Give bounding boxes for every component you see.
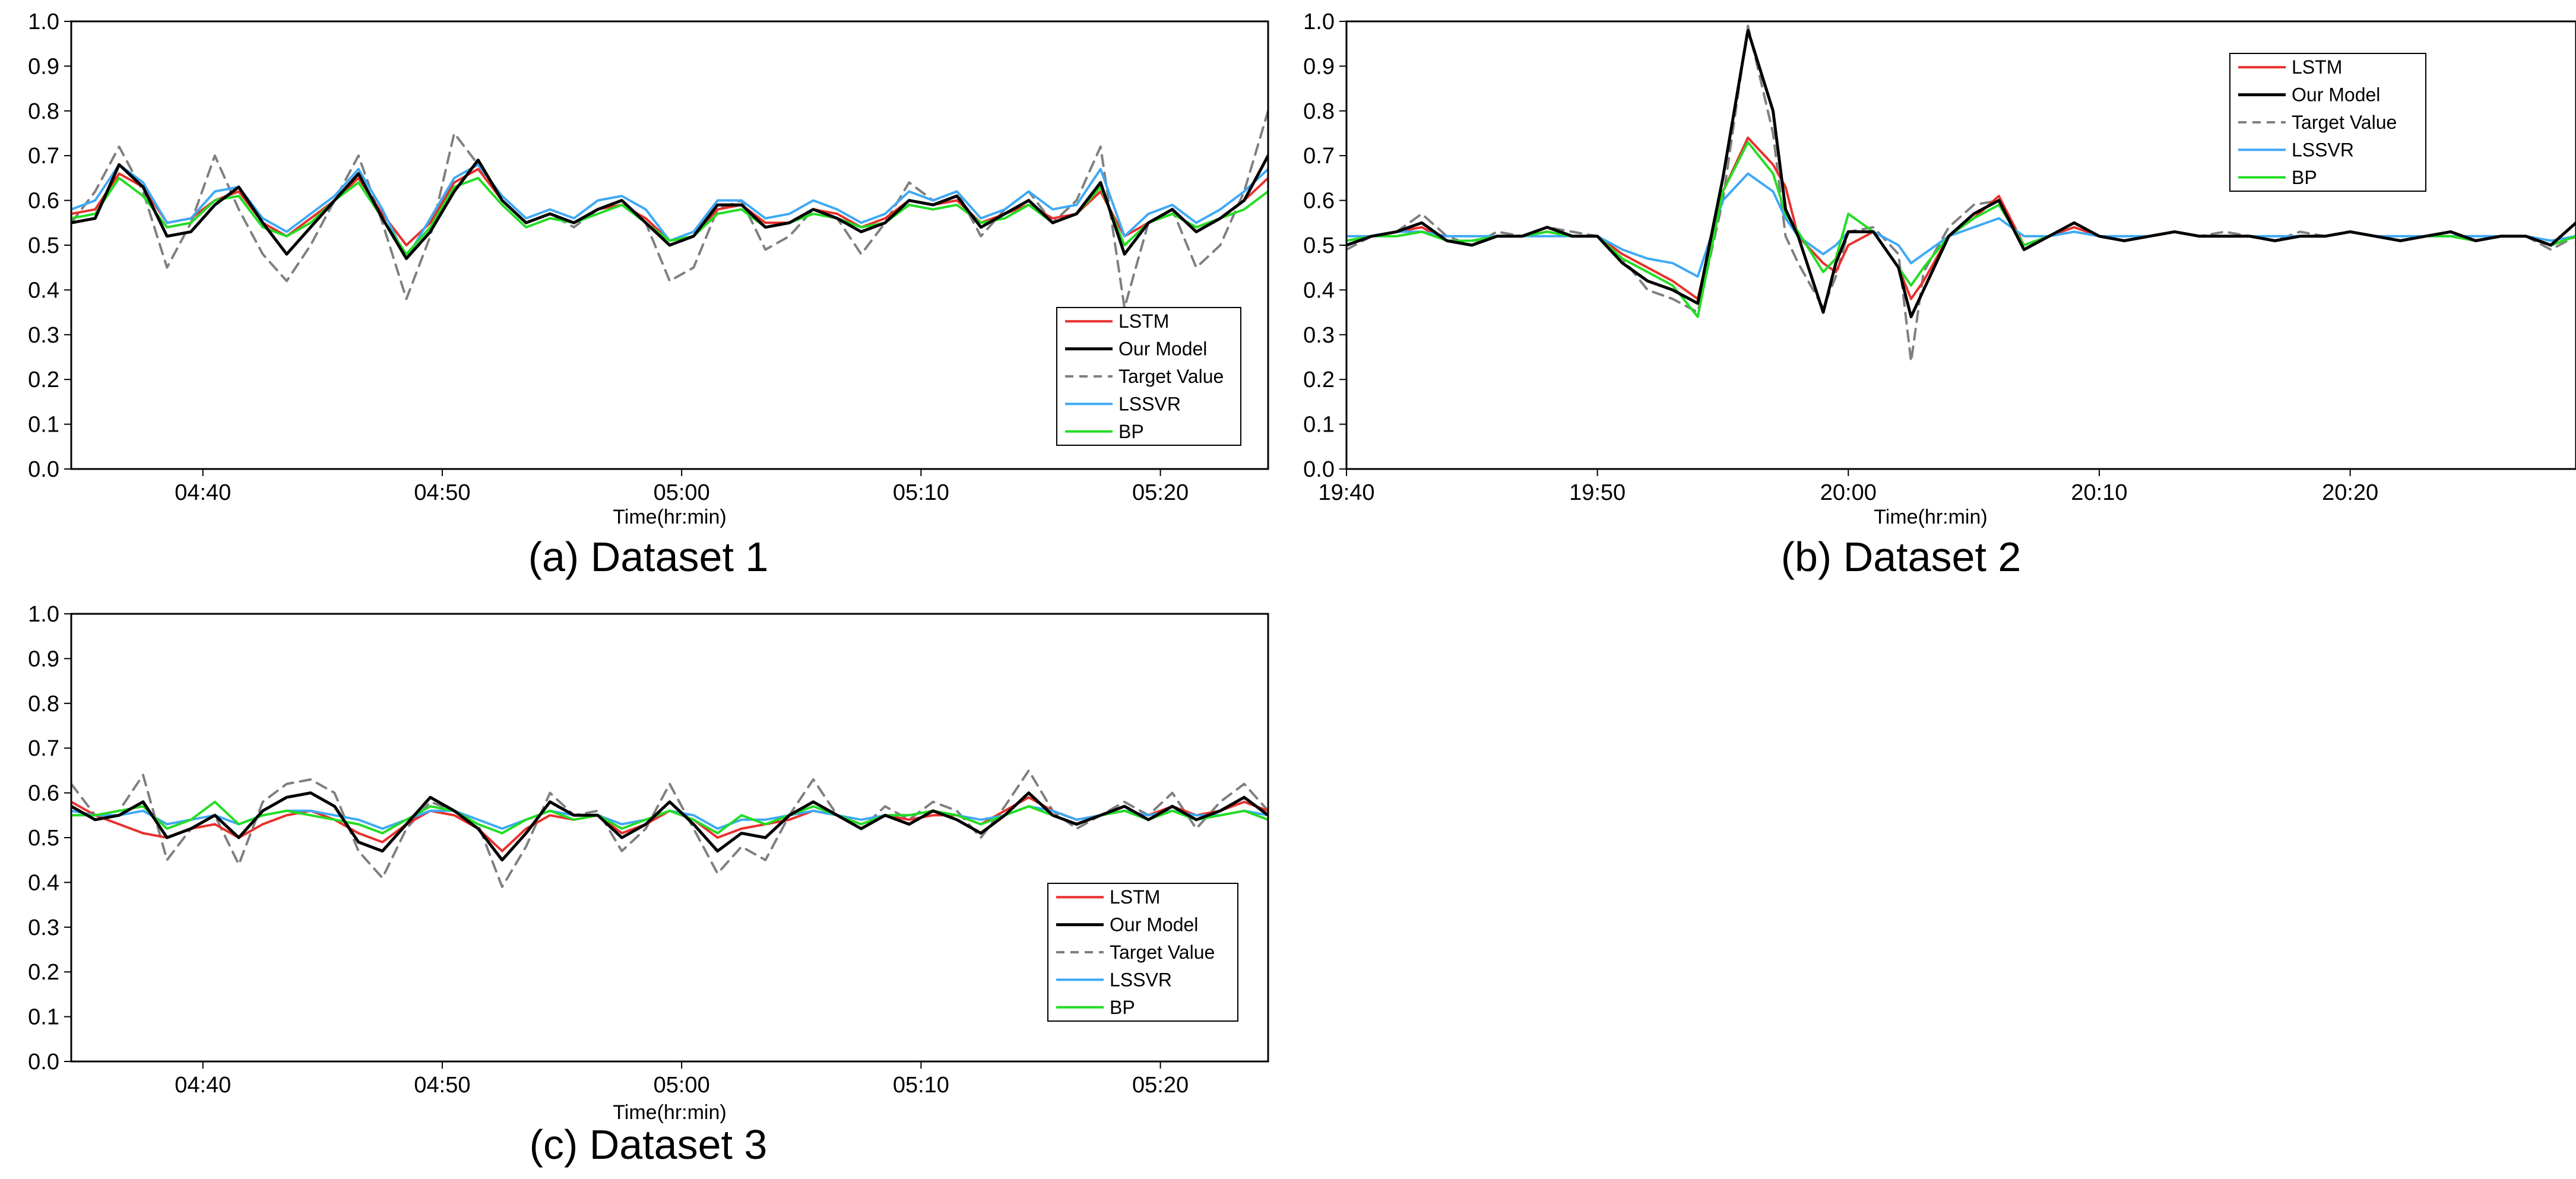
y-tick-label-0-0: 0.0 xyxy=(28,1050,59,1075)
y-tick-label-1-0: 1.0 xyxy=(1303,9,1335,34)
y-tick-label-0-5: 0.5 xyxy=(28,233,59,258)
chart-panel-dataset-1: 0.0 0.1 0.2 0.3 0.4 0.5 0.6 0.7 0.8 0.9 1.0 04:40 04… xyxy=(28,9,1269,580)
x-tick-label-04-40: 04:40 xyxy=(175,480,231,505)
y-tick-label-0-2: 0.2 xyxy=(28,367,59,392)
legend-label-lssvr: LSSVR xyxy=(2292,139,2354,160)
y-tick-label-0-4: 0.4 xyxy=(1303,278,1335,303)
x-axis-label: Time(hr:min) xyxy=(1874,506,1987,528)
series-group xyxy=(71,769,1268,888)
y-tick-label-0-1: 0.1 xyxy=(28,1005,59,1030)
y-tick-label-0-4: 0.4 xyxy=(28,870,59,895)
y-tick-label-0-6: 0.6 xyxy=(28,781,59,806)
x-axis-label: Time(hr:min) xyxy=(613,506,726,528)
panel-caption: (a) Dataset 1 xyxy=(528,534,769,580)
y-tick-label-0-9: 0.9 xyxy=(1303,54,1335,79)
y-tick-label-0-5: 0.5 xyxy=(1303,233,1335,258)
x-tick-label-05-10: 05:10 xyxy=(893,480,949,505)
legend-label-bp: BP xyxy=(1110,997,1135,1018)
legend-box xyxy=(2229,53,2426,192)
series-line-bp xyxy=(71,176,1268,256)
series-line-target-value xyxy=(71,109,1268,309)
y-tick-label-0-0: 0.0 xyxy=(28,457,59,482)
axes-frame xyxy=(1345,20,2576,470)
y-tick-label-0-9: 0.9 xyxy=(28,646,59,671)
x-tick-label-20-10: 20:10 xyxy=(2071,480,2127,505)
y-tick-label-0-1: 0.1 xyxy=(28,413,59,438)
y-tick-label-1-0: 1.0 xyxy=(28,9,59,34)
y-tick-label-0-4: 0.4 xyxy=(28,278,59,303)
legend-label-lssvr: LSSVR xyxy=(1119,393,1181,414)
axes-frame xyxy=(70,613,1269,1063)
x-tick-label-05-20: 05:20 xyxy=(1132,1073,1189,1098)
legend-label-target-value: Target Value xyxy=(2292,112,2397,133)
legend-label-lstm: LSTM xyxy=(1110,886,1160,908)
axes-frame xyxy=(70,20,1269,470)
legend-label-bp: BP xyxy=(2292,167,2317,188)
series-group xyxy=(1346,24,2576,363)
x-tick-label-19-50: 19:50 xyxy=(1569,480,1626,505)
series-group xyxy=(71,109,1268,309)
y-tick-label-1-0: 1.0 xyxy=(28,602,59,627)
x-tick-label-04-50: 04:50 xyxy=(414,1073,470,1098)
legend-label-our-model: Our Model xyxy=(1110,914,1198,936)
x-tick-label-20-00: 20:00 xyxy=(1820,480,1877,505)
y-tick-label-0-7: 0.7 xyxy=(1303,144,1335,169)
y-tick-label-0-3: 0.3 xyxy=(28,323,59,348)
panel-caption: (c) Dataset 3 xyxy=(530,1121,768,1168)
legend-label-lssvr: LSSVR xyxy=(1110,969,1172,990)
y-tick-label-0-0: 0.0 xyxy=(1303,457,1335,482)
chart-panel-dataset-3: 0.0 0.1 0.2 0.3 0.4 0.5 0.6 0.7 0.8 0.9 1.0 04:40 04… xyxy=(28,602,1269,1168)
x-tick-label-05-20: 05:20 xyxy=(1132,480,1189,505)
y-tick-label-0-6: 0.6 xyxy=(1303,189,1335,214)
legend-label-lstm: LSTM xyxy=(2292,56,2342,78)
legend-label-lstm: LSTM xyxy=(1119,310,1169,332)
y-tick-label-0-6: 0.6 xyxy=(28,189,59,214)
panel-caption: (b) Dataset 2 xyxy=(1781,534,2021,580)
legend: LSTM Our Model Target Value LSSVR BP xyxy=(1047,883,1238,1022)
series-line-our-model xyxy=(71,154,1268,261)
y-tick-label-0-2: 0.2 xyxy=(1303,367,1335,392)
legend-box xyxy=(1047,883,1238,1022)
series-line-our-model xyxy=(1346,28,2576,319)
legend-label-our-model: Our Model xyxy=(2292,84,2380,106)
x-axis-label: Time(hr:min) xyxy=(613,1101,726,1124)
y-tick-label-0-5: 0.5 xyxy=(28,826,59,851)
x-tick-label-05-00: 05:00 xyxy=(654,1073,710,1098)
y-tick-label-0-7: 0.7 xyxy=(28,144,59,169)
y-tick-label-0-8: 0.8 xyxy=(28,692,59,717)
x-tick-label-05-10: 05:10 xyxy=(893,1073,949,1098)
x-tick-label-04-50: 04:50 xyxy=(414,480,470,505)
y-tick-label-0-8: 0.8 xyxy=(28,99,59,124)
plot-area: 0.0 0.1 0.2 0.3 0.4 0.5 0.6 0.7 0.8 0.9 1.0 19:40 19… xyxy=(1303,9,2576,505)
plot-area: 0.0 0.1 0.2 0.3 0.4 0.5 0.6 0.7 0.8 0.9 1.0 04:40 04… xyxy=(28,9,1269,505)
legend-label-target-value: Target Value xyxy=(1119,366,1224,387)
legend-label-target-value: Target Value xyxy=(1110,942,1215,963)
y-tick-label-0-3: 0.3 xyxy=(28,915,59,940)
chart-panel-dataset-2: 0.0 0.1 0.2 0.3 0.4 0.5 0.6 0.7 0.8 0.9 1.0 19:40 19… xyxy=(1303,9,2576,580)
y-tick-label-0-1: 0.1 xyxy=(1303,413,1335,438)
legend: LSTM Our Model Target Value LSSVR BP xyxy=(2229,53,2426,192)
x-tick-label-20-20: 20:20 xyxy=(2322,480,2378,505)
legend-label-our-model: Our Model xyxy=(1119,338,1207,360)
y-tick-label-0-3: 0.3 xyxy=(1303,323,1335,348)
y-tick-label-0-7: 0.7 xyxy=(28,736,59,761)
legend: LSTM Our Model Target Value LSSVR BP xyxy=(1056,307,1241,446)
legend-label-bp: BP xyxy=(1119,421,1144,442)
y-tick-label-0-2: 0.2 xyxy=(28,960,59,985)
x-tick-label-04-40: 04:40 xyxy=(175,1073,231,1098)
x-tick-label-19-40: 19:40 xyxy=(1318,480,1374,505)
y-tick-label-0-8: 0.8 xyxy=(1303,99,1335,124)
y-tick-label-0-9: 0.9 xyxy=(28,54,59,79)
x-tick-label-05-00: 05:00 xyxy=(654,480,710,505)
series-line-our-model xyxy=(71,791,1268,862)
series-line-target-value xyxy=(71,769,1268,888)
plot-area: 0.0 0.1 0.2 0.3 0.4 0.5 0.6 0.7 0.8 0.9 1.0 04:40 04… xyxy=(28,602,1269,1098)
